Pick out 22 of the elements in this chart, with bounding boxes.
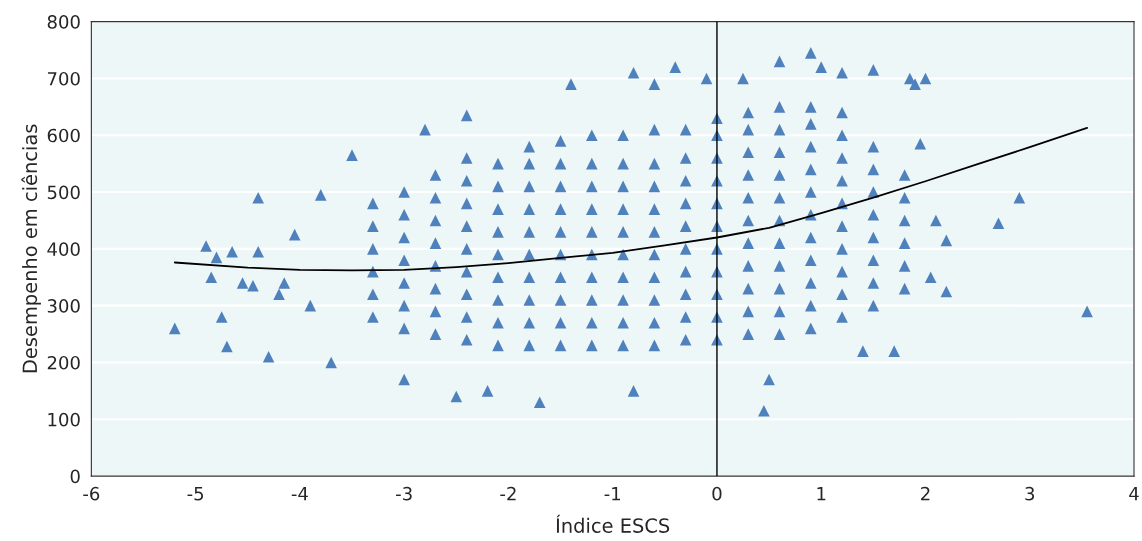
x-tick-label: -3 <box>396 486 412 501</box>
y-axis-title: Desempenho em ciências <box>21 124 41 373</box>
x-axis-title: Índice ESCS <box>556 514 670 533</box>
y-tick-label: 700 <box>47 71 80 86</box>
x-tick-label: -6 <box>83 486 100 501</box>
x-tick-label: 3 <box>1025 486 1035 501</box>
y-tick-label: 200 <box>47 355 80 370</box>
y-tick-label: 600 <box>47 128 80 143</box>
x-tick-label: 0 <box>712 486 722 501</box>
y-tick-label: 800 <box>47 15 80 29</box>
x-tick-label: 2 <box>921 486 930 501</box>
y-tick-label: 500 <box>47 185 80 200</box>
y-tick-label: 400 <box>47 242 80 256</box>
x-tick-label: -1 <box>604 487 621 501</box>
x-tick-label: 1 <box>817 487 826 501</box>
y-tick-label: 0 <box>70 469 80 484</box>
x-tick-label: 4 <box>1129 487 1139 501</box>
y-tick-label: 100 <box>48 412 80 427</box>
y-tick-label: 300 <box>47 299 80 313</box>
x-tick-label: -4 <box>291 487 308 501</box>
x-tick-label: -5 <box>187 487 204 501</box>
x-tick-label: -2 <box>500 486 516 501</box>
